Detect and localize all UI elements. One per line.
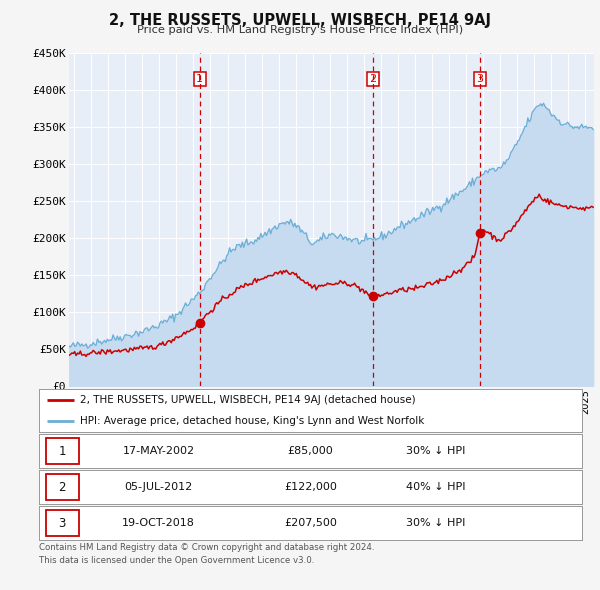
Text: This data is licensed under the Open Government Licence v3.0.: This data is licensed under the Open Gov… [39, 556, 314, 565]
Text: 05-JUL-2012: 05-JUL-2012 [124, 482, 193, 492]
Text: 2, THE RUSSETS, UPWELL, WISBECH, PE14 9AJ (detached house): 2, THE RUSSETS, UPWELL, WISBECH, PE14 9A… [80, 395, 415, 405]
FancyBboxPatch shape [46, 510, 79, 536]
Text: 3: 3 [59, 516, 66, 530]
Text: 2, THE RUSSETS, UPWELL, WISBECH, PE14 9AJ: 2, THE RUSSETS, UPWELL, WISBECH, PE14 9A… [109, 13, 491, 28]
Text: 19-OCT-2018: 19-OCT-2018 [122, 518, 195, 528]
Text: 30% ↓ HPI: 30% ↓ HPI [406, 446, 465, 456]
Text: 2: 2 [59, 480, 66, 494]
Text: 17-MAY-2002: 17-MAY-2002 [122, 446, 194, 456]
Text: 40% ↓ HPI: 40% ↓ HPI [406, 482, 465, 492]
Text: 1: 1 [59, 444, 66, 458]
Text: £85,000: £85,000 [287, 446, 334, 456]
Text: 3: 3 [476, 74, 483, 84]
Text: 1: 1 [196, 74, 203, 84]
Text: £122,000: £122,000 [284, 482, 337, 492]
Text: HPI: Average price, detached house, King's Lynn and West Norfolk: HPI: Average price, detached house, King… [80, 416, 424, 426]
FancyBboxPatch shape [46, 438, 79, 464]
Text: 30% ↓ HPI: 30% ↓ HPI [406, 518, 465, 528]
Text: Contains HM Land Registry data © Crown copyright and database right 2024.: Contains HM Land Registry data © Crown c… [39, 543, 374, 552]
FancyBboxPatch shape [46, 474, 79, 500]
Text: £207,500: £207,500 [284, 518, 337, 528]
Text: 2: 2 [369, 74, 376, 84]
Text: Price paid vs. HM Land Registry's House Price Index (HPI): Price paid vs. HM Land Registry's House … [137, 25, 463, 35]
